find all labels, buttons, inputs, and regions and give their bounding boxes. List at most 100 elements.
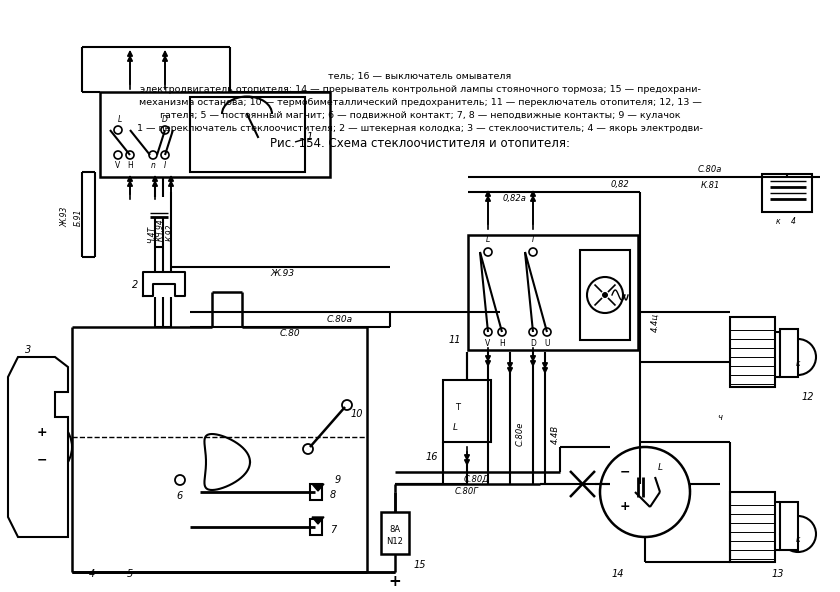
Circle shape <box>543 328 551 336</box>
Text: 0,82а: 0,82а <box>503 195 527 204</box>
Text: 6: 6 <box>177 491 183 501</box>
Polygon shape <box>8 357 68 537</box>
Text: L: L <box>118 114 122 124</box>
Text: I: I <box>164 162 166 170</box>
Circle shape <box>161 151 169 159</box>
Text: 1 — переключатель стеклоочистителя; 2 — штекерная колодка; 3 — стеклоочиститель;: 1 — переключатель стеклоочистителя; 2 — … <box>137 124 703 133</box>
Text: 0,82: 0,82 <box>611 179 629 188</box>
Circle shape <box>342 400 352 410</box>
Text: L: L <box>658 462 663 471</box>
Text: 5: 5 <box>127 569 133 579</box>
Text: 9: 9 <box>335 475 341 485</box>
Bar <box>190 97 305 172</box>
Text: механизма останова; 10 — термобиметаллический предохранитель; 11 — переключатель: механизма останова; 10 — термобиметаллич… <box>139 98 701 107</box>
Text: 13: 13 <box>772 569 785 579</box>
Circle shape <box>161 126 169 134</box>
Text: 10: 10 <box>351 409 363 419</box>
Circle shape <box>114 151 122 159</box>
Text: Ж.93: Ж.93 <box>271 269 295 278</box>
Text: 16: 16 <box>426 452 438 462</box>
Text: L: L <box>453 423 458 432</box>
Text: С.80: С.80 <box>280 330 301 339</box>
Text: 4: 4 <box>89 569 95 579</box>
Text: U: U <box>544 339 549 348</box>
Circle shape <box>484 248 492 256</box>
Polygon shape <box>312 517 324 524</box>
Bar <box>762 174 812 212</box>
Bar <box>468 235 638 350</box>
Text: С.80Д: С.80Д <box>465 475 490 484</box>
Text: 14: 14 <box>612 569 624 579</box>
Bar <box>310 519 322 535</box>
Text: +: + <box>37 426 47 439</box>
Text: +: + <box>389 574 402 588</box>
Text: К.92: К.92 <box>165 223 175 241</box>
Text: Ч.4Т: Ч.4Т <box>148 226 156 243</box>
Circle shape <box>303 444 313 454</box>
Circle shape <box>149 151 157 159</box>
Text: H: H <box>127 162 133 170</box>
Circle shape <box>600 447 690 537</box>
Circle shape <box>602 292 608 298</box>
Text: Б.91: Б.91 <box>74 208 82 226</box>
Text: −: − <box>37 453 47 466</box>
Text: T: T <box>455 403 460 411</box>
Circle shape <box>12 417 72 477</box>
Text: электродвигатель отопителя; 14 — прерыватель контрольной лампы стояночного тормо: электродвигатель отопителя; 14 — прерыва… <box>139 85 701 94</box>
Text: 8: 8 <box>330 490 336 500</box>
Text: КЧ.94: КЧ.94 <box>155 218 165 242</box>
Text: Рис. 154. Схема стеклоочистителя и отопителя:: Рис. 154. Схема стеклоочистителя и отопи… <box>270 137 570 150</box>
Bar <box>310 484 322 500</box>
Text: n: n <box>150 162 155 170</box>
Bar <box>381 512 409 554</box>
Circle shape <box>529 328 537 336</box>
Text: к: к <box>775 217 780 227</box>
Text: С.80а: С.80а <box>698 166 722 175</box>
Bar <box>55 442 65 482</box>
Text: гателя; 5 — постоянный магнит; 6 — подвижной контакт; 7, 8 — неподвижные контакт: гателя; 5 — постоянный магнит; 6 — подви… <box>160 111 680 120</box>
Text: К.81: К.81 <box>701 181 720 189</box>
Text: к: к <box>795 359 801 368</box>
Text: 4: 4 <box>790 217 795 227</box>
Text: 7: 7 <box>330 525 336 535</box>
Text: 2: 2 <box>132 280 138 290</box>
Circle shape <box>126 151 134 159</box>
Circle shape <box>780 339 816 375</box>
Text: D: D <box>162 114 168 124</box>
Text: С.80е: С.80е <box>516 422 525 446</box>
Text: 4.4В: 4.4В <box>551 424 560 443</box>
Bar <box>730 317 775 387</box>
Text: I: I <box>532 236 534 244</box>
Text: к: к <box>795 536 801 545</box>
Text: 8А: 8А <box>390 525 401 533</box>
Bar <box>780 502 798 550</box>
Text: H: H <box>499 339 505 348</box>
Text: 15: 15 <box>414 560 426 570</box>
Text: С.80а: С.80а <box>327 314 353 323</box>
Text: L: L <box>486 236 490 244</box>
Text: V: V <box>115 162 121 170</box>
Text: Ж.93: Ж.93 <box>60 207 70 227</box>
Bar <box>580 250 630 340</box>
Circle shape <box>529 248 537 256</box>
Circle shape <box>484 328 492 336</box>
Text: ч: ч <box>717 413 722 422</box>
Circle shape <box>498 328 506 336</box>
Text: С.80Г: С.80Г <box>455 487 479 497</box>
Text: тель; 16 — выключатель омывателя: тель; 16 — выключатель омывателя <box>328 72 512 81</box>
Bar <box>730 492 775 562</box>
Text: 12: 12 <box>801 392 814 402</box>
Text: 1: 1 <box>307 132 313 142</box>
Bar <box>780 329 798 377</box>
Circle shape <box>587 277 623 313</box>
Text: 4.4ц: 4.4ц <box>650 313 659 332</box>
Circle shape <box>780 516 816 552</box>
Text: 11: 11 <box>449 335 461 345</box>
Bar <box>443 380 491 442</box>
Text: +: + <box>620 500 630 513</box>
Circle shape <box>114 126 122 134</box>
Text: −: − <box>620 465 630 478</box>
Polygon shape <box>312 484 324 491</box>
Circle shape <box>175 475 185 485</box>
Bar <box>100 92 330 177</box>
